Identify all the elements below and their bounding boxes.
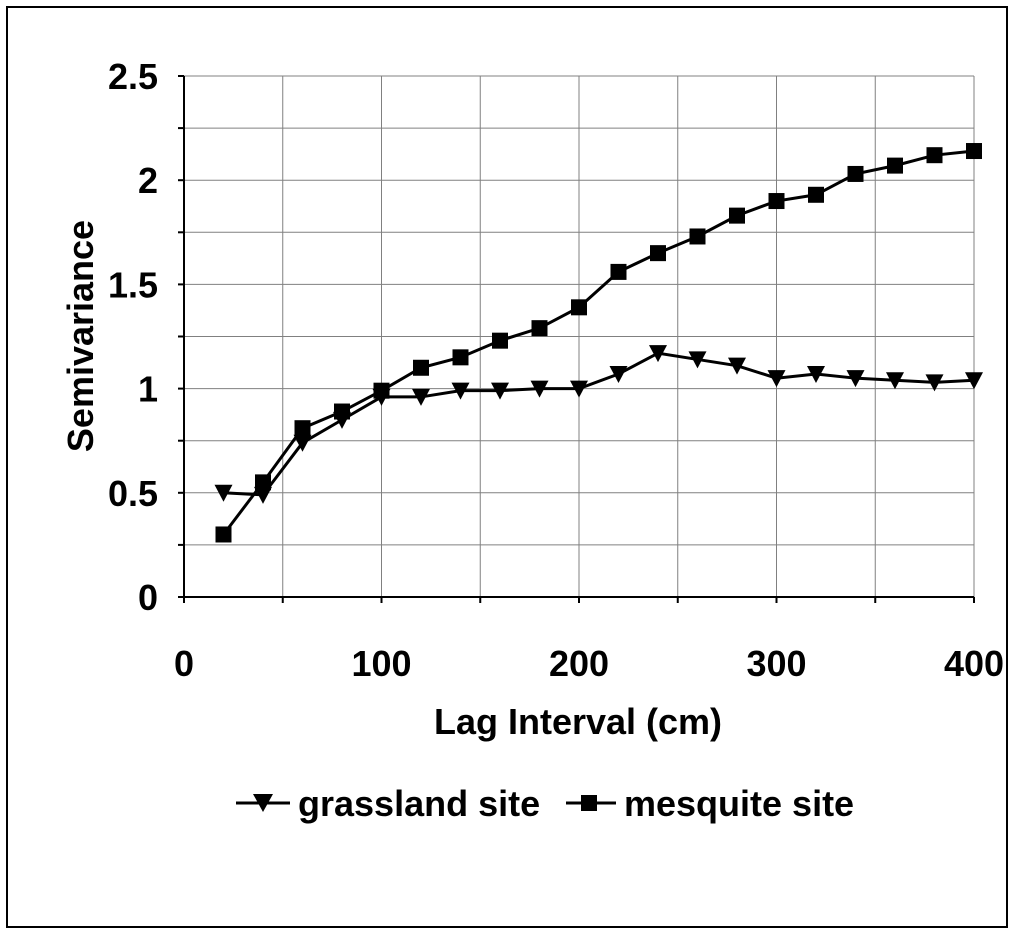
y-tick-label: 0.5: [108, 473, 158, 514]
y-tick-label: 2.5: [108, 56, 158, 97]
mesquite-point: [452, 349, 469, 366]
x-tick-label: 400: [944, 643, 1004, 684]
series-group: [214, 143, 983, 543]
y-tick-label: 1: [138, 369, 158, 410]
legend-marker-square-icon: [581, 795, 597, 811]
legend-item-mesquite: mesquite site: [566, 783, 854, 824]
x-tick-label: 300: [746, 643, 806, 684]
x-tick-labels: 0 100 200 300 400: [174, 643, 1004, 684]
grassland-point: [728, 357, 746, 375]
x-axis-label: Lag Interval (cm): [434, 701, 722, 742]
grassland-point: [965, 372, 983, 390]
grassland-point: [886, 372, 904, 390]
mesquite-point: [808, 186, 824, 203]
y-tick-labels: 0 0.5 1 1.5 2 2.5: [108, 56, 158, 618]
grassland-point: [609, 366, 628, 384]
grassland-point: [293, 434, 312, 452]
grassland-point: [214, 484, 233, 502]
mesquite-point: [373, 382, 390, 399]
x-tick-label: 200: [549, 643, 609, 684]
mesquite-point: [610, 263, 627, 280]
grassland-point: [688, 351, 707, 369]
mesquite-point: [571, 299, 587, 316]
mesquite-point: [215, 526, 232, 543]
grassland-point: [254, 486, 272, 504]
grassland-point: [846, 370, 865, 388]
y-tick-label: 0: [138, 577, 158, 618]
mesquite-point: [492, 332, 508, 349]
legend: grassland site mesquite site: [236, 783, 854, 824]
grassland-point: [491, 382, 509, 400]
mesquite-point: [926, 147, 943, 164]
mesquite-point: [255, 474, 271, 491]
mesquite-point: [966, 143, 982, 160]
y-axis-label: Semivariance: [60, 220, 101, 452]
mesquite-point: [294, 420, 311, 437]
grassland-point: [767, 370, 786, 388]
grassland-point: [925, 374, 944, 392]
legend-item-grassland: grassland site: [236, 783, 540, 824]
y-tick-label: 1.5: [108, 264, 158, 305]
chart-frame: [6, 6, 1008, 928]
legend-label-grassland: grassland site: [298, 783, 540, 824]
series-line-mesquite: [222, 149, 975, 536]
grassland-point: [649, 345, 667, 363]
mesquite-point: [531, 320, 548, 337]
mesquite-point: [413, 359, 429, 376]
mesquite-point: [768, 193, 785, 210]
mesquite-point: [729, 207, 745, 224]
legend-label-mesquite: mesquite site: [624, 783, 854, 824]
grassland-point: [530, 380, 549, 398]
mesquite-point: [847, 165, 864, 182]
mesquite-point: [334, 403, 350, 420]
mesquite-point: [689, 228, 706, 245]
grassland-point: [412, 388, 430, 406]
grassland-point: [807, 366, 825, 384]
mesquite-point: [887, 157, 903, 174]
grassland-point: [451, 382, 470, 400]
x-tick-label: 100: [351, 643, 411, 684]
mesquite-point: [650, 245, 666, 262]
grid-lines: [183, 75, 975, 598]
axes: [178, 75, 975, 603]
grassland-point: [570, 380, 588, 398]
y-tick-label: 2: [138, 160, 158, 201]
legend-marker-triangle-icon: [253, 794, 273, 812]
x-tick-label: 0: [174, 643, 194, 684]
